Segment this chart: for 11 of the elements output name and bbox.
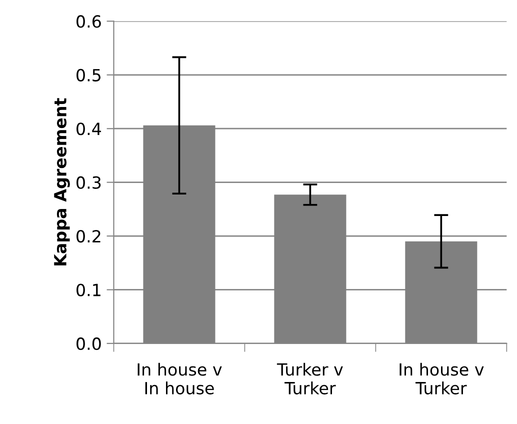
y-tick-label: 0.3 xyxy=(76,176,101,189)
y-tick-label: 0.4 xyxy=(76,122,101,136)
y-tick-label: 0.1 xyxy=(76,284,100,296)
y-tick-label: 0.0 xyxy=(76,337,101,350)
x-tick-label: Turker v Turker xyxy=(276,362,343,394)
y-tick-label: 0.2 xyxy=(76,230,100,243)
y-tick-label: 0.5 xyxy=(76,68,100,82)
x-tick-label: In house v Turker xyxy=(400,362,484,394)
y-tick-label: 0.6 xyxy=(76,15,101,28)
y-axis-title: Kappa Agreement xyxy=(54,98,70,266)
x-tick-label: In house v In house xyxy=(138,362,222,394)
